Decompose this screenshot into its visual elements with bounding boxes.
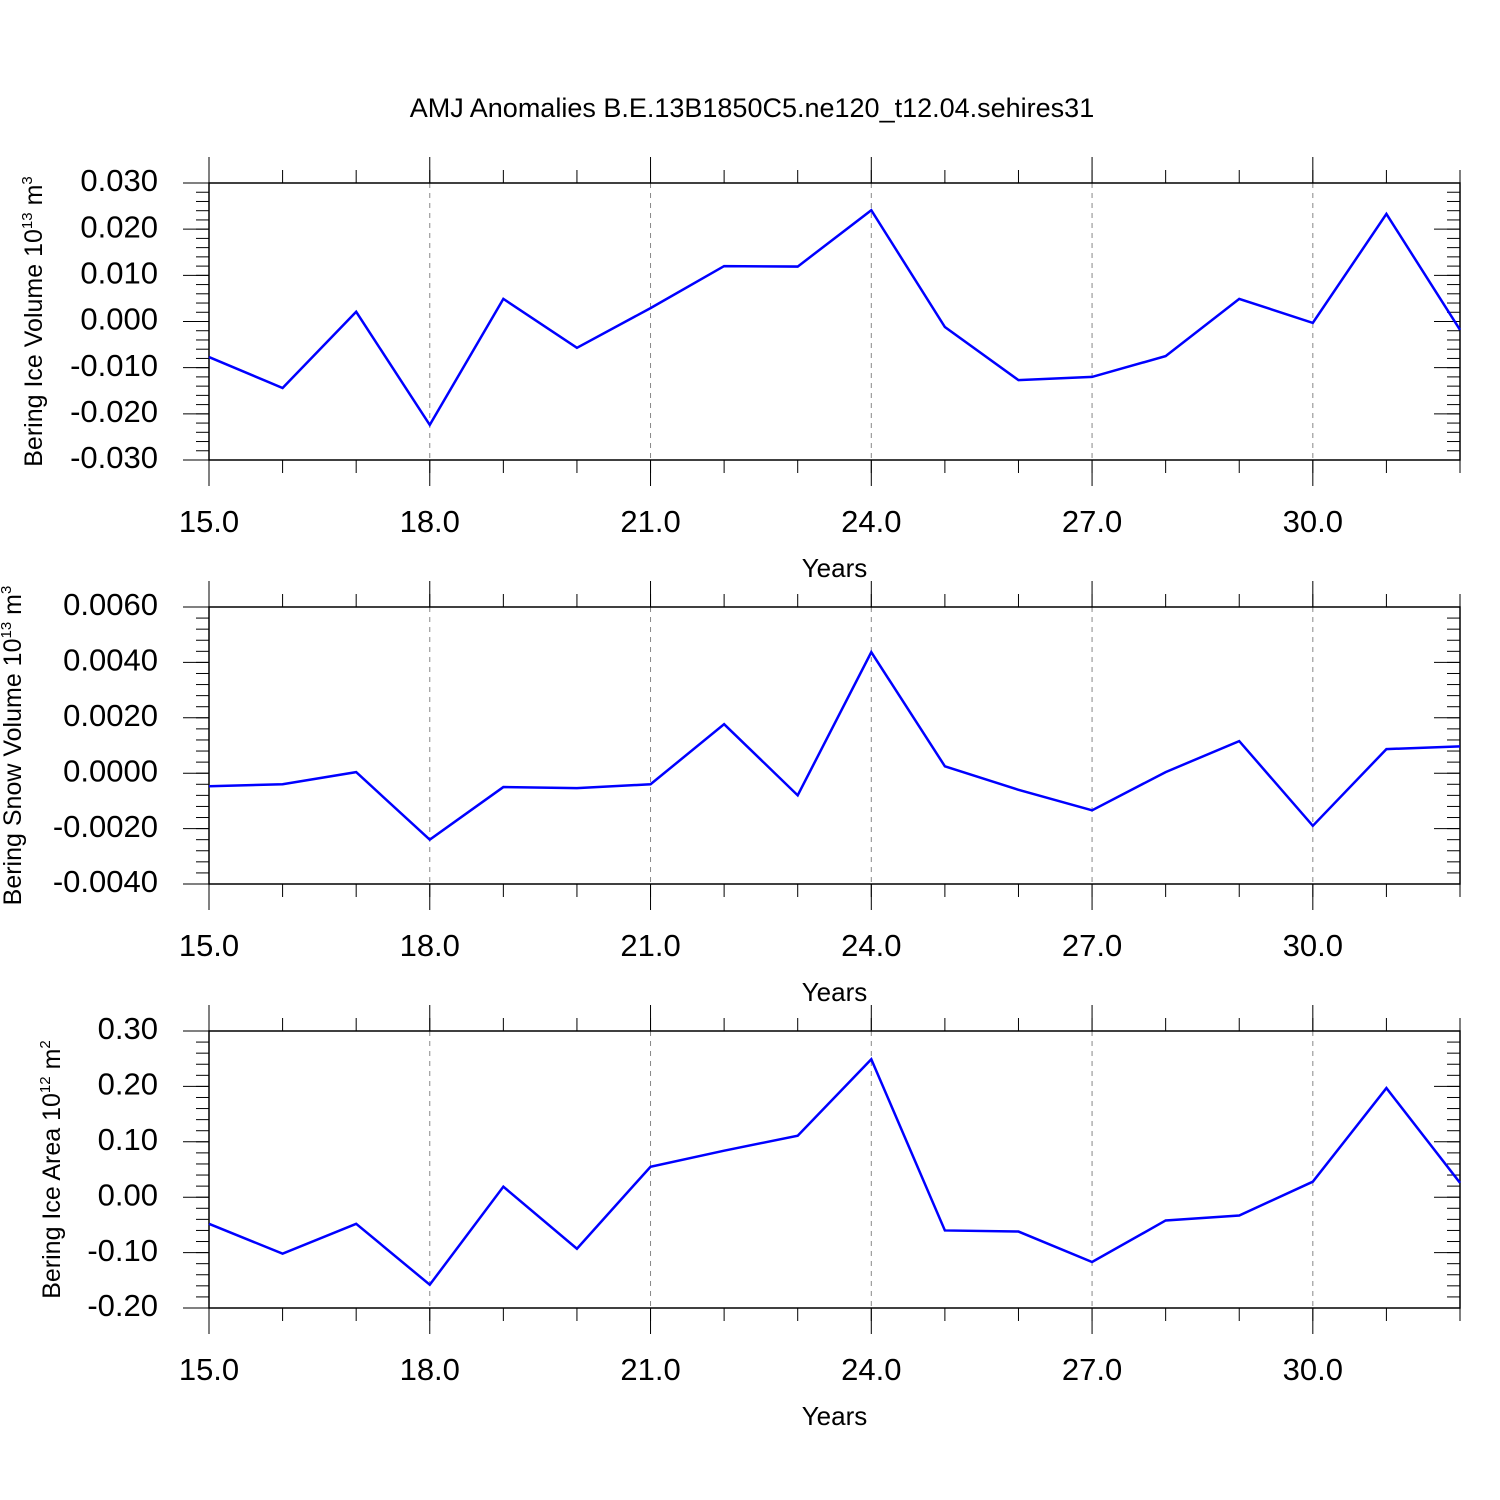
y-tick-label: -0.0040 <box>53 864 158 899</box>
x-tick-label: 21.0 <box>620 1352 680 1387</box>
x-tick-label: 18.0 <box>400 928 460 963</box>
y-axis-label-unit: m <box>38 1049 66 1070</box>
y-tick-label: -0.10 <box>87 1233 158 1268</box>
y-axis-label-unit: m <box>20 185 48 206</box>
y-tick-label: -0.0020 <box>53 809 158 844</box>
y-axis-label: Bering Ice Area 1012 m2 <box>37 1040 66 1299</box>
x-tick-label: 27.0 <box>1062 1352 1122 1387</box>
x-tick-label: 27.0 <box>1062 504 1122 539</box>
x-tick-label: 21.0 <box>620 504 680 539</box>
y-tick-label: 0.0000 <box>63 753 158 788</box>
y-tick-label: 0.20 <box>98 1067 158 1102</box>
x-axis-label: Years <box>802 553 868 583</box>
x-tick-label: 24.0 <box>841 1352 901 1387</box>
y-tick-label: 0.010 <box>80 256 158 291</box>
x-axis-label: Years <box>802 1401 868 1431</box>
y-tick-label: 0.10 <box>98 1122 158 1157</box>
y-tick-label: 0.020 <box>80 209 158 244</box>
x-tick-label: 15.0 <box>179 1352 239 1387</box>
plot-frame <box>208 182 1461 461</box>
x-tick-label: 30.0 <box>1283 928 1343 963</box>
y-axis-label-exponent: 13 <box>19 212 36 229</box>
y-axis-label-text: Bering Ice Volume 10 <box>20 229 48 467</box>
x-tick-label: 24.0 <box>841 504 901 539</box>
data-line <box>208 1057 1461 1287</box>
x-tick-label: 30.0 <box>1283 504 1343 539</box>
x-tick-label: 15.0 <box>179 928 239 963</box>
x-tick-label: 27.0 <box>1062 928 1122 963</box>
x-tick-label: 21.0 <box>620 928 680 963</box>
y-tick-label: -0.20 <box>87 1288 158 1323</box>
data-line <box>208 208 1462 428</box>
x-tick-label: 24.0 <box>841 928 901 963</box>
y-tick-label: 0.0060 <box>63 587 158 622</box>
y-tick-label: 0.0040 <box>63 643 158 678</box>
x-axis-label: Years <box>802 977 868 1007</box>
y-axis-label: Bering Ice Volume 1013 m3 <box>19 176 48 467</box>
y-tick-label: -0.010 <box>70 348 158 383</box>
y-axis-label: Bering Snow Volume 1013 m3 <box>0 586 27 906</box>
x-tick-label: 18.0 <box>400 504 460 539</box>
data-line <box>208 649 1461 842</box>
y-axis-label-text: Bering Snow Volume 10 <box>0 639 27 906</box>
y-tick-label: 0.0020 <box>63 698 158 733</box>
x-tick-label: 30.0 <box>1283 1352 1343 1387</box>
chart-title: AMJ Anomalies B.E.13B1850C5.ne120_t12.04… <box>410 93 1094 123</box>
y-axis-label-exponent: 13 <box>0 622 15 639</box>
y-axis-label-exponent: 12 <box>37 1076 54 1093</box>
y-tick-label: -0.030 <box>70 440 158 475</box>
y-axis-label-unit-exponent: 2 <box>37 1040 54 1048</box>
y-axis-label-unit: m <box>0 594 27 615</box>
plot-frame <box>208 606 1461 885</box>
x-tick-label: 18.0 <box>400 1352 460 1387</box>
y-tick-label: -0.020 <box>70 394 158 429</box>
y-axis-label-unit-exponent: 3 <box>19 176 36 184</box>
y-tick-label: 0.000 <box>80 302 158 337</box>
y-axis-label-text: Bering Ice Area 10 <box>38 1093 66 1299</box>
y-tick-label: 0.00 <box>98 1177 158 1212</box>
y-tick-label: 0.30 <box>98 1011 158 1046</box>
x-tick-label: 15.0 <box>179 504 239 539</box>
y-tick-label: 0.030 <box>80 163 158 198</box>
plot-frame <box>208 1030 1461 1309</box>
y-axis-label-unit-exponent: 3 <box>0 586 15 594</box>
